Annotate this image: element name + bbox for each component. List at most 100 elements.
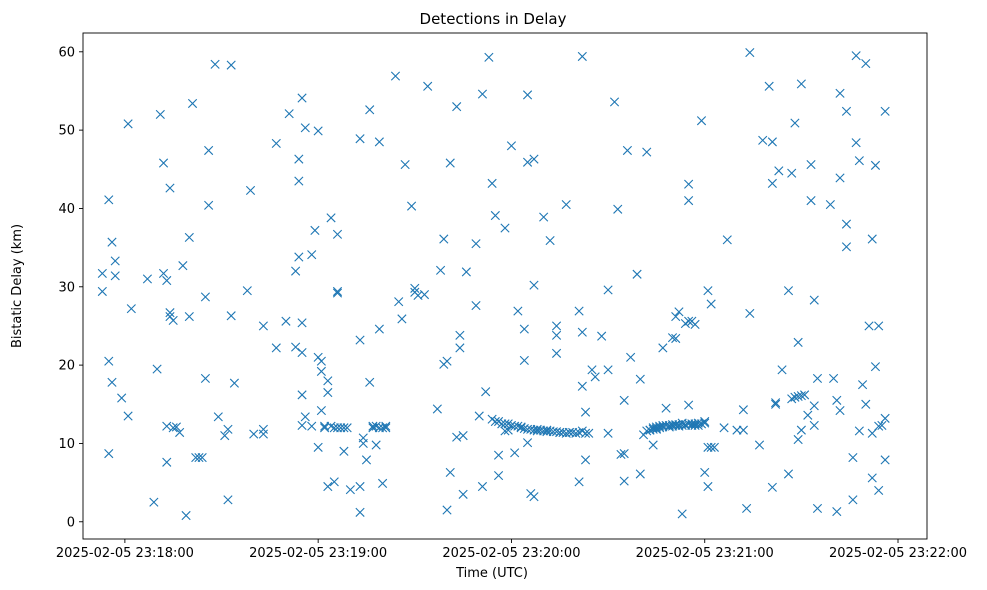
- data-point: [107, 237, 117, 247]
- data-point: [226, 311, 236, 321]
- data-point: [477, 89, 488, 99]
- data-point: [197, 452, 207, 463]
- data-point: [297, 347, 307, 358]
- data-point: [487, 178, 497, 188]
- x-tick-label: 2025-02-05 23:22:00: [829, 546, 967, 561]
- data-point: [355, 507, 365, 517]
- data-point: [568, 427, 578, 438]
- data-point: [551, 348, 562, 358]
- data-point: [732, 425, 742, 435]
- data-point: [297, 318, 307, 328]
- data-point: [271, 138, 281, 149]
- data-point: [178, 261, 188, 271]
- data-point: [104, 449, 114, 459]
- data-point: [300, 412, 310, 422]
- data-point: [867, 473, 877, 483]
- data-point: [419, 290, 430, 300]
- data-point: [371, 440, 381, 450]
- data-point: [320, 421, 330, 431]
- data-point: [220, 431, 230, 441]
- data-point: [361, 455, 372, 465]
- data-point: [184, 232, 194, 243]
- data-point: [291, 342, 301, 352]
- data-point: [181, 510, 191, 521]
- data-point: [767, 178, 777, 188]
- data-point: [690, 419, 700, 429]
- data-point: [597, 331, 607, 341]
- data-point: [674, 307, 684, 317]
- data-point: [355, 134, 365, 144]
- data-point: [310, 225, 320, 235]
- data-point: [880, 106, 890, 116]
- y-tick-label: 30: [58, 280, 75, 295]
- data-point: [854, 156, 864, 166]
- y-tick-label: 20: [58, 359, 75, 374]
- data-point: [841, 242, 852, 252]
- data-point: [848, 452, 858, 463]
- data-point: [461, 267, 471, 277]
- data-point: [671, 420, 681, 431]
- data-point: [258, 321, 268, 331]
- data-point: [529, 280, 539, 290]
- data-point: [880, 413, 890, 423]
- data-point: [355, 481, 365, 492]
- data-point: [812, 503, 823, 514]
- data-point: [445, 467, 455, 478]
- data-point: [394, 297, 404, 307]
- data-point: [400, 160, 410, 170]
- data-point: [542, 427, 552, 437]
- data-point: [500, 223, 510, 233]
- data-point: [332, 229, 343, 239]
- data-point: [738, 405, 748, 415]
- data-point: [510, 448, 520, 458]
- data-point: [458, 431, 468, 441]
- data-point: [841, 106, 852, 116]
- data-point: [745, 47, 755, 58]
- data-point: [522, 438, 533, 448]
- data-point: [442, 505, 452, 515]
- data-point: [313, 126, 323, 136]
- data-point: [793, 434, 803, 445]
- data-point: [307, 250, 317, 260]
- data-point: [281, 316, 291, 326]
- data-point: [835, 405, 845, 416]
- data-point: [226, 60, 236, 70]
- data-point: [787, 168, 797, 178]
- data-point: [355, 335, 365, 345]
- data-point: [187, 98, 198, 109]
- data-point: [758, 135, 768, 145]
- data-point: [771, 398, 781, 408]
- plot-frame: [82, 32, 928, 540]
- data-point: [365, 105, 375, 115]
- data-point: [294, 252, 304, 262]
- data-point: [126, 304, 136, 314]
- data-point: [577, 51, 587, 62]
- y-tick-label: 60: [58, 45, 75, 60]
- data-point: [410, 283, 420, 293]
- data-point: [841, 219, 852, 229]
- data-point: [767, 137, 777, 147]
- data-point: [223, 495, 233, 505]
- data-point: [532, 426, 542, 436]
- y-tick-label: 40: [58, 202, 75, 217]
- data-point: [242, 286, 252, 296]
- data-point: [332, 423, 343, 433]
- data-point: [365, 377, 375, 387]
- data-point: [522, 90, 533, 100]
- data-point: [336, 423, 346, 433]
- data-point: [539, 426, 549, 436]
- data-point: [806, 196, 816, 206]
- data-point: [667, 333, 678, 343]
- axes: 2025-02-05 23:18:00 2025-02-05 23:19:00 20…: [56, 32, 967, 561]
- data-point: [223, 424, 233, 434]
- data-point: [687, 420, 697, 431]
- data-point: [764, 81, 774, 91]
- data-point: [580, 428, 591, 438]
- data-point: [493, 450, 504, 460]
- data-point: [551, 321, 562, 331]
- data-point: [703, 442, 713, 452]
- data-point: [696, 116, 707, 126]
- data-point: [693, 420, 703, 431]
- data-point: [455, 343, 465, 353]
